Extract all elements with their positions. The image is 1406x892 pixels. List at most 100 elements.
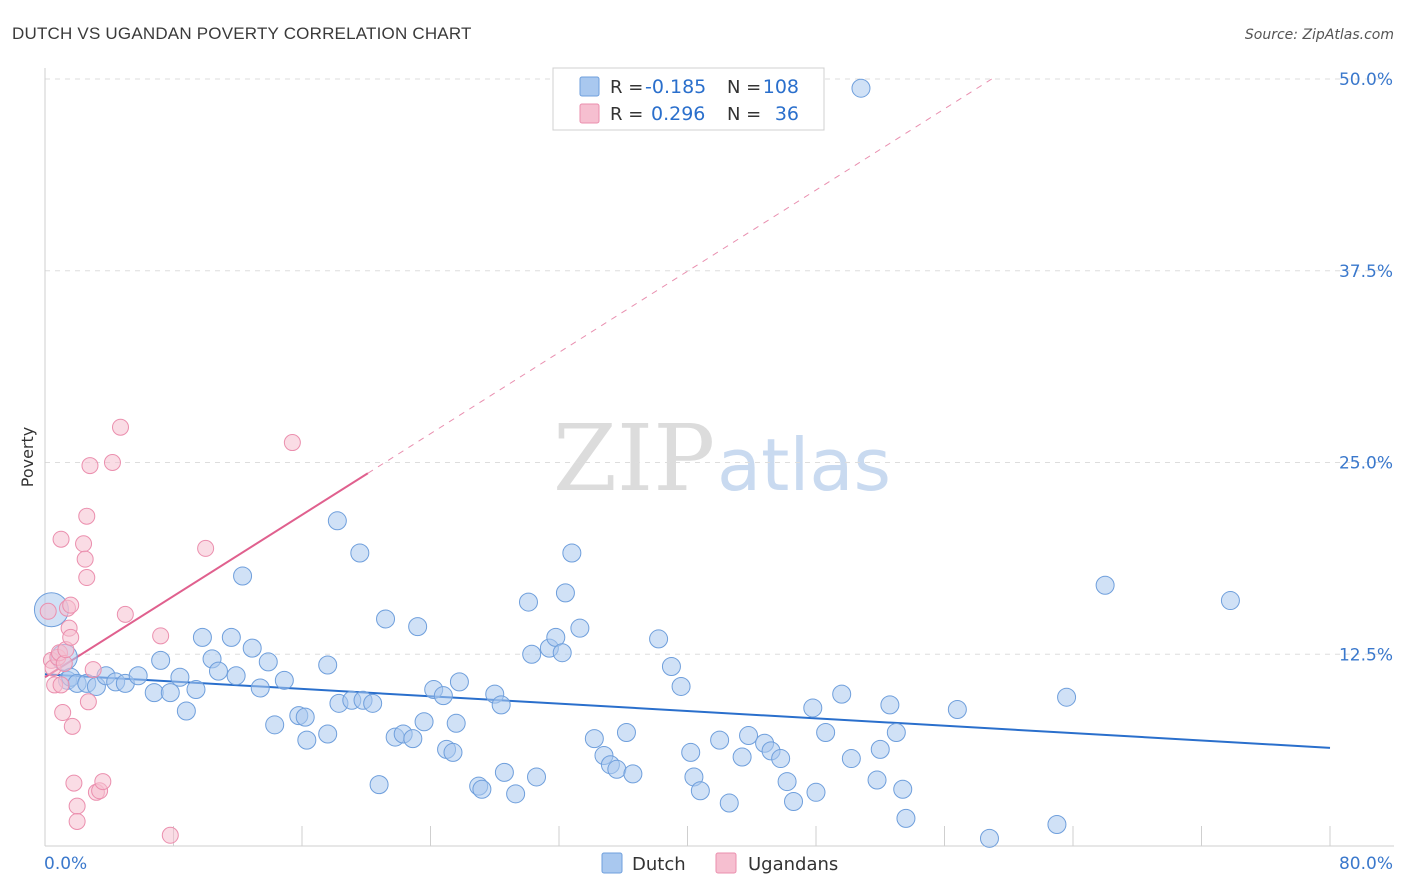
y-tick-label: 25.0%: [1339, 454, 1393, 474]
point-ugandans: [111, 418, 129, 436]
point-dutch: [433, 686, 453, 706]
point-dutch: [295, 707, 315, 727]
legend-n-label-dutch: N =: [727, 77, 761, 98]
y-tick-labels: 12.5% 25.0% 37.5% 50.0%: [1339, 70, 1393, 665]
point-dutch: [562, 543, 582, 563]
point-ugandans: [68, 797, 86, 815]
point-dutch: [170, 667, 190, 687]
point-ugandans: [78, 507, 96, 525]
point-dutch: [784, 792, 804, 812]
point-dutch: [443, 742, 463, 762]
point-dutch: [506, 784, 526, 804]
point-dutch: [739, 726, 759, 746]
point-dutch: [719, 793, 739, 813]
point-dutch: [896, 808, 916, 828]
point-dutch: [151, 650, 171, 670]
point-dutch: [649, 629, 669, 649]
point-dutch: [128, 666, 148, 686]
point-dutch: [623, 764, 643, 784]
point-dutch: [671, 676, 691, 696]
point-ugandans: [62, 628, 80, 646]
point-dutch: [886, 722, 906, 742]
y-tick-label: 50.0%: [1339, 70, 1393, 90]
x-tick-label: 80.0%: [1339, 854, 1393, 874]
point-ugandans: [52, 676, 70, 694]
point-dutch: [522, 644, 542, 664]
point-dutch: [803, 698, 823, 718]
legend-n-value-ugandans: 36: [775, 103, 799, 125]
point-ugandans: [62, 596, 80, 614]
point-dutch: [777, 772, 797, 792]
x-tick-labels: 0.0% 80.0%: [44, 854, 1393, 874]
point-dutch: [186, 680, 206, 700]
point-ugandans: [283, 434, 301, 452]
legend-swatch-dutch: [579, 76, 600, 97]
y-tick-label: 12.5%: [1339, 645, 1393, 665]
point-dutch: [570, 618, 590, 638]
axes: [44, 68, 1394, 847]
point-dutch: [552, 643, 572, 663]
point-ugandans: [81, 457, 99, 475]
source-label: Source: ZipAtlas.com: [1245, 27, 1394, 43]
scatter-points: [33, 78, 1240, 848]
point-dutch: [816, 722, 836, 742]
point-dutch: [318, 724, 338, 744]
bottom-legend-label-ugandans: Ugandans: [748, 854, 838, 875]
point-dutch: [176, 701, 196, 721]
legend-n-value-dutch: 108: [763, 76, 799, 98]
point-dutch: [221, 627, 241, 647]
point-dutch: [1057, 687, 1077, 707]
point-dutch: [208, 661, 228, 681]
point-dutch: [491, 695, 511, 715]
point-dutch: [472, 779, 492, 799]
trend-line-ugandans-extension: [367, 78, 992, 474]
point-dutch: [880, 695, 900, 715]
point-dutch: [258, 652, 278, 672]
point-ugandans: [52, 530, 70, 548]
chart-title: DUTCH VS UGANDAN POVERTY CORRELATION CHA…: [12, 24, 472, 43]
point-dutch: [555, 583, 575, 603]
point-dutch: [518, 592, 538, 612]
point-dutch: [584, 729, 604, 749]
point-dutch: [363, 693, 383, 713]
point-dutch: [867, 770, 887, 790]
point-dutch: [947, 699, 967, 719]
point-dutch: [1047, 815, 1067, 835]
point-dutch: [494, 762, 514, 782]
point-ugandans: [161, 826, 179, 844]
watermark-zip: ZIP: [553, 405, 715, 512]
x-tick-label: 0.0%: [44, 854, 87, 874]
point-dutch: [274, 670, 294, 690]
legend-r-label-ugandans: R =: [610, 104, 643, 125]
point-dutch: [403, 729, 423, 749]
point-dutch: [1095, 575, 1115, 595]
point-ugandans: [116, 605, 134, 623]
point-dutch: [414, 712, 434, 732]
point-dutch: [192, 627, 212, 647]
legend-r-label-dutch: R =: [610, 77, 643, 98]
point-dutch: [327, 511, 347, 531]
point-dutch: [681, 742, 701, 762]
bottom-legend: Dutch Ugandans: [601, 852, 838, 875]
watermark-atlas: atlas: [717, 423, 891, 507]
point-dutch: [661, 657, 681, 677]
point-ugandans: [78, 569, 96, 587]
point-dutch: [233, 566, 253, 586]
legend-box: R = -0.185 N = 108 R = 0.296 N = 36: [552, 67, 825, 131]
point-dutch: [350, 543, 370, 563]
point-dutch: [408, 617, 428, 637]
point-dutch: [771, 749, 791, 769]
point-ugandans: [94, 773, 112, 791]
point-dutch: [144, 683, 164, 703]
point-dutch: [265, 715, 285, 735]
point-dutch: [690, 781, 710, 801]
point-dutch: [841, 749, 861, 769]
point-dutch: [870, 739, 890, 759]
point-dutch: [160, 683, 180, 703]
point-ugandans: [65, 774, 83, 792]
point-ugandans: [68, 812, 86, 830]
point-dutch: [250, 678, 270, 698]
point-ugandans: [197, 539, 215, 557]
point-ugandans: [152, 627, 170, 645]
